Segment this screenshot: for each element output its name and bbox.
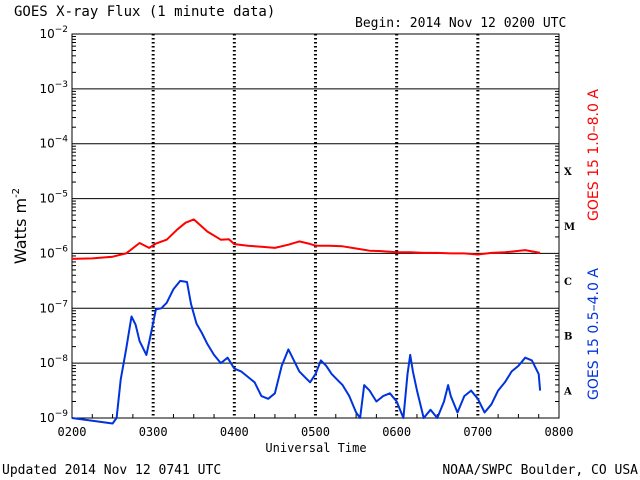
y-tick-label: 10−5	[39, 190, 68, 206]
x-tick-label: 0500	[301, 425, 330, 439]
flare-class-labels: A B C M X	[563, 167, 575, 397]
flare-class-label: A	[563, 387, 572, 398]
plot-frame	[71, 33, 560, 419]
flare-class-label: C	[564, 277, 572, 288]
updated-timestamp: Updated 2014 Nov 12 0741 UTC	[2, 463, 221, 478]
y-tick-label: 10−9	[39, 409, 68, 425]
data-series	[71, 218, 542, 425]
x-axis-ticks: 0200 0300 0400 0500 0600 0700 0800	[58, 414, 574, 439]
y-axis-label-text: Watts m	[11, 198, 30, 264]
y-tick-label: 10−4	[39, 135, 68, 151]
y-tick-label: 10−8	[39, 354, 68, 370]
legend-short-channel: GOES 15 0.5–4.0 A	[586, 268, 602, 400]
x-tick-label: 0800	[545, 425, 574, 439]
flare-class-label: M	[564, 222, 575, 233]
y-axis-label: Watts m-2	[11, 188, 30, 264]
x-axis-label: Universal Time	[265, 441, 366, 455]
y-tick-label: 10−3	[39, 80, 68, 96]
flare-class-label: X	[564, 167, 572, 178]
begin-time: Begin: 2014 Nov 12 0200 UTC	[355, 16, 566, 31]
x-tick-label: 0400	[220, 425, 249, 439]
y-axis-ticks: 10−9 10−8 10−7 10−6 10−5 10−4 10−3 10−2	[39, 25, 559, 425]
series-line-short-channel	[71, 279, 542, 425]
credit-label: NOAA/SWPC Boulder, CO USA	[442, 463, 638, 478]
x-tick-label: 0300	[139, 425, 168, 439]
legend-long-channel: GOES 15 1.0–8.0 A	[586, 89, 602, 221]
plot-grid	[72, 33, 559, 419]
chart-title: GOES X-ray Flux (1 minute data)	[14, 4, 275, 20]
y-tick-label: 10−7	[39, 299, 68, 315]
flare-class-label: B	[564, 332, 572, 343]
x-tick-label: 0600	[382, 425, 411, 439]
y-tick-label: 10−6	[39, 244, 68, 260]
y-tick-label: 10−2	[39, 25, 68, 41]
series-line-long-channel	[71, 218, 541, 260]
y-axis-label-superscript: -2	[11, 188, 22, 198]
x-tick-label: 0700	[463, 425, 492, 439]
x-tick-label: 0200	[58, 425, 87, 439]
